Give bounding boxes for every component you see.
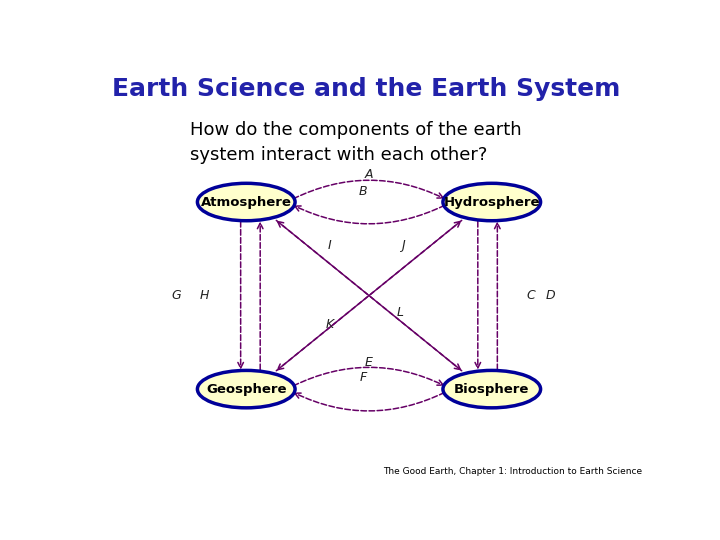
Ellipse shape (443, 183, 541, 221)
Text: Geosphere: Geosphere (206, 383, 287, 396)
Text: How do the components of the earth
system interact with each other?: How do the components of the earth syste… (190, 121, 522, 164)
Text: I: I (328, 239, 332, 252)
Text: A: A (365, 168, 373, 181)
Text: J: J (400, 239, 405, 252)
Text: Biosphere: Biosphere (454, 383, 529, 396)
Text: D: D (546, 289, 555, 302)
Text: The Good Earth, Chapter 1: Introduction to Earth Science: The Good Earth, Chapter 1: Introduction … (383, 468, 642, 476)
Text: F: F (360, 371, 367, 384)
Ellipse shape (443, 370, 541, 408)
Text: C: C (526, 289, 535, 302)
Text: H: H (199, 289, 209, 302)
Text: L: L (396, 306, 403, 319)
Text: Atmosphere: Atmosphere (201, 195, 292, 208)
Text: G: G (171, 289, 181, 302)
Text: Hydrosphere: Hydrosphere (444, 195, 540, 208)
Ellipse shape (197, 183, 295, 221)
Text: B: B (359, 185, 368, 198)
Ellipse shape (197, 370, 295, 408)
Text: E: E (365, 356, 373, 369)
Text: Earth Science and the Earth System: Earth Science and the Earth System (112, 77, 621, 102)
Text: K: K (326, 318, 334, 331)
